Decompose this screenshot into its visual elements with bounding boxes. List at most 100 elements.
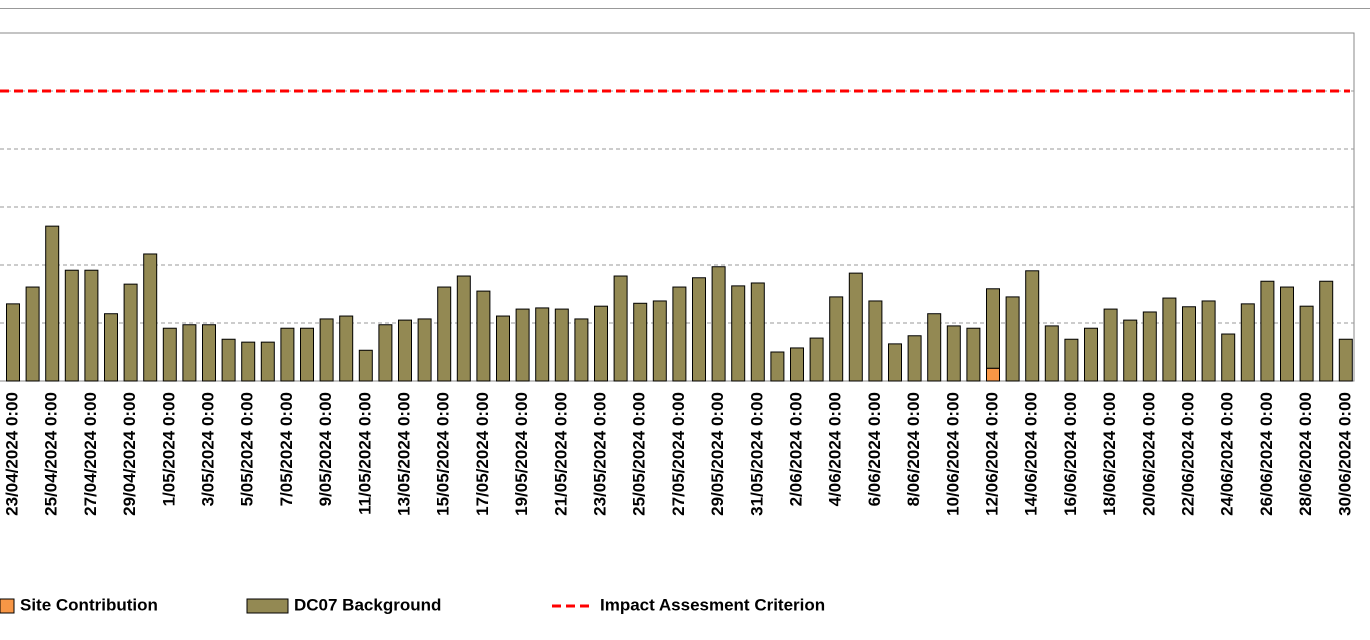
- bar: [1260, 280, 1275, 382]
- bar: [319, 318, 334, 382]
- bar: [496, 315, 510, 382]
- bar: [574, 318, 589, 382]
- x-tick-label: 24/06/2024 0:00: [1218, 392, 1237, 516]
- bar: [437, 286, 452, 382]
- bar: [790, 347, 804, 382]
- bar: [358, 349, 373, 382]
- x-tick-label: 25/05/2024 0:00: [630, 392, 649, 516]
- x-tick-label: 20/06/2024 0:00: [1139, 392, 1158, 516]
- bar: [554, 308, 569, 382]
- bar: [45, 225, 60, 382]
- bar: [986, 288, 1000, 369]
- x-tick-label: 21/05/2024 0:00: [551, 392, 570, 516]
- bar: [731, 285, 746, 382]
- x-tick-label: 18/06/2024 0:00: [1100, 392, 1119, 516]
- bar: [652, 300, 667, 382]
- bar: [300, 327, 314, 382]
- x-tick-label: 29/04/2024 0:00: [120, 392, 139, 516]
- bar: [221, 338, 236, 382]
- bar: [1182, 306, 1196, 382]
- bar: [770, 351, 785, 382]
- x-tick-label: 4/06/2024 0:00: [826, 392, 845, 506]
- bar: [692, 277, 706, 382]
- bar: [848, 272, 863, 382]
- bar: [515, 308, 530, 382]
- x-tick-label: 13/05/2024 0:00: [394, 392, 413, 516]
- bar: [594, 305, 608, 382]
- x-tick-label: 31/05/2024 0:00: [747, 392, 766, 516]
- bar: [1025, 270, 1040, 382]
- bar: [260, 341, 275, 382]
- x-tick-label: 17/05/2024 0:00: [473, 392, 492, 516]
- x-tick-label: 26/06/2024 0:00: [1257, 392, 1276, 516]
- x-tick-label: 11/05/2024 0:00: [355, 392, 374, 515]
- bar: [378, 324, 393, 382]
- bar: [1221, 333, 1236, 382]
- bar: [986, 367, 1000, 382]
- bar: [241, 341, 256, 382]
- bar: [182, 324, 197, 382]
- bar: [280, 327, 295, 382]
- bar: [946, 325, 961, 382]
- x-tick-label: 16/06/2024 0:00: [1061, 392, 1080, 516]
- x-tick-label: 5/05/2024 0:00: [238, 392, 257, 506]
- bar: [868, 300, 883, 382]
- bar: [1240, 303, 1255, 382]
- bar: [1123, 319, 1138, 382]
- x-tick-label: 28/06/2024 0:00: [1296, 392, 1315, 516]
- bar: [1005, 296, 1020, 382]
- bar: [202, 324, 216, 382]
- x-tick-label: 23/05/2024 0:00: [590, 392, 609, 516]
- bar: [1299, 305, 1314, 382]
- bar: [1044, 325, 1059, 382]
- x-tick-label: 10/06/2024 0:00: [943, 392, 962, 516]
- bar: [888, 343, 902, 382]
- x-tick-label: 30/06/2024 0:00: [1335, 392, 1354, 516]
- x-tick-label: 9/05/2024 0:00: [316, 392, 335, 506]
- bar: [711, 266, 726, 382]
- x-tick-label: 7/05/2024 0:00: [277, 392, 296, 506]
- bar: [535, 307, 550, 382]
- bar: [25, 286, 40, 382]
- bar: [104, 313, 118, 382]
- bar: [398, 319, 412, 382]
- x-tick-label: 1/05/2024 0:00: [159, 392, 178, 506]
- legend-label: Impact Assesment Criterion: [600, 595, 825, 614]
- bar: [339, 315, 354, 382]
- bar: [809, 337, 824, 382]
- bar: [1162, 297, 1177, 382]
- legend-swatch: [0, 598, 15, 614]
- bar: [84, 269, 99, 382]
- bar: [966, 327, 981, 382]
- bar: [417, 318, 432, 382]
- bar: [64, 269, 79, 382]
- x-tick-label: 15/05/2024 0:00: [434, 392, 453, 516]
- x-tick-label: 19/05/2024 0:00: [512, 392, 531, 516]
- bar: [476, 290, 491, 382]
- x-tick-label: 12/06/2024 0:00: [982, 392, 1001, 516]
- legend-swatch: [246, 598, 289, 614]
- x-tick-label: 8/06/2024 0:00: [904, 392, 923, 506]
- legend-label: Site Contribution: [20, 595, 158, 614]
- bar: [162, 327, 177, 382]
- bar: [1084, 327, 1098, 382]
- bar: [1142, 311, 1157, 382]
- bar: [750, 282, 765, 382]
- x-tick-label: 29/05/2024 0:00: [708, 392, 727, 516]
- bar: [907, 335, 922, 382]
- bar: [123, 283, 138, 382]
- bar: [1064, 338, 1079, 382]
- x-tick-label: 6/06/2024 0:00: [865, 392, 884, 506]
- x-tick-label: 14/06/2024 0:00: [1022, 392, 1041, 516]
- legend-label: DC07 Background: [294, 595, 441, 614]
- bar: [613, 275, 628, 382]
- bar: [1201, 300, 1216, 382]
- bar: [1338, 338, 1353, 382]
- x-tick-label: 25/04/2024 0:00: [42, 392, 61, 516]
- bar: [456, 275, 471, 382]
- x-tick-label: 27/04/2024 0:00: [81, 392, 100, 516]
- bar: [1319, 280, 1334, 382]
- bar: [1103, 308, 1118, 382]
